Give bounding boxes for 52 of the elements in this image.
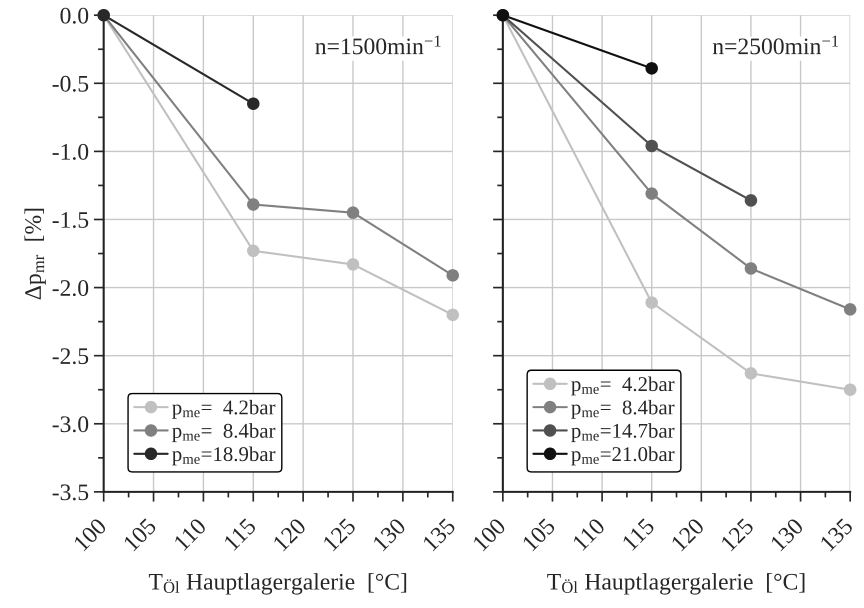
point (446, 308, 459, 322)
annotation: n=2500min$^{−1}$ (712, 36, 838, 54)
y-axis-title: Δp$_{mr}$ [%] (24, 208, 46, 300)
x-tick-label: 130 (770, 517, 804, 552)
x-tick-label: 105 (522, 517, 556, 552)
point (645, 296, 658, 309)
y-tick-label: -1.5 (52, 212, 88, 228)
y-tick-label: -0.5 (52, 76, 88, 92)
legend-label: p$_{me}$= 8.4bar (172, 423, 276, 442)
y-tick-label: -3.5 (52, 484, 88, 500)
point (645, 62, 658, 75)
legend-label: p$_{me}$= 8.4bar (571, 400, 674, 419)
y-tick-label: -2.0 (52, 280, 88, 296)
point (744, 367, 758, 380)
point (346, 206, 360, 219)
point (247, 97, 260, 110)
x-tick-label: 120 (670, 517, 705, 552)
x-tick-label: 135 (820, 517, 854, 552)
x-tick-label: 115 (223, 517, 257, 551)
x-tick-label: 125 (322, 517, 357, 552)
legend-label: p$_{me}$=14.7bar (571, 423, 674, 442)
legend-label: p$_{me}$=21.0bar (571, 446, 674, 466)
x-tick-label: 110 (173, 517, 207, 551)
x-tick-label: 100 (472, 517, 506, 552)
point (247, 244, 260, 258)
point (346, 258, 360, 271)
x-tick-label: 125 (720, 517, 754, 552)
point (247, 198, 260, 211)
x-tick-label: 130 (372, 517, 406, 552)
x-tick-label: 120 (272, 517, 307, 552)
point (446, 269, 459, 282)
x-tick-label: 110 (572, 517, 606, 551)
point (744, 262, 758, 275)
x-tick-label: 135 (422, 517, 456, 552)
point (645, 187, 658, 200)
y-tick-label: -3.0 (52, 416, 88, 432)
y-tick-label: -2.5 (52, 348, 88, 364)
y-tick-label: -1.0 (52, 144, 88, 160)
x-axis-title: T$_{Öl}$ Hauptlagergalerie [°C] (148, 573, 406, 595)
legend-label: p$_{me}$= 4.2bar (571, 376, 674, 396)
x-axis-title: T$_{Öl}$ Hauptlagergalerie [°C] (547, 573, 804, 595)
x-tick-label: 105 (122, 517, 158, 552)
legend-label: p$_{me}$= 4.2bar (172, 400, 276, 419)
annotation: n=1500min$^{−1}$ (315, 36, 441, 54)
point (645, 140, 658, 152)
point (744, 194, 758, 207)
legend-label: p$_{me}$=18.9bar (172, 446, 276, 466)
point (844, 383, 856, 396)
y-tick-label: 0.0 (60, 8, 88, 24)
x-tick-label: 100 (73, 517, 108, 552)
point (844, 303, 856, 316)
x-tick-label: 115 (622, 517, 656, 551)
